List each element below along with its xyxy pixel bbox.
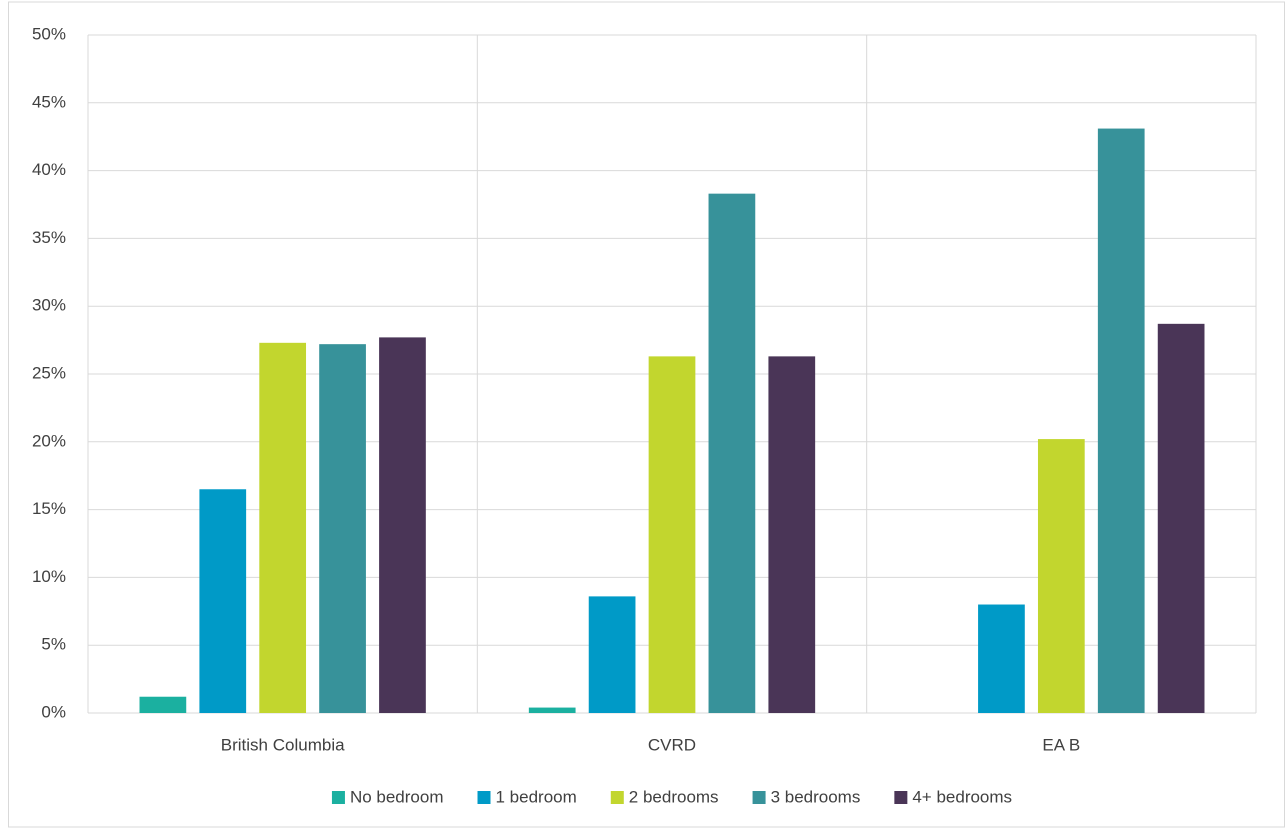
- bar: [648, 356, 696, 713]
- legend-swatch: [894, 791, 908, 804]
- bar: [588, 596, 636, 713]
- y-tick-label: 15%: [32, 499, 66, 518]
- bar: [708, 193, 756, 714]
- x-tick-label: CVRD: [648, 735, 696, 754]
- bar: [319, 344, 366, 713]
- y-tick-label: 20%: [32, 431, 66, 450]
- y-tick-label: 10%: [32, 567, 66, 586]
- y-tick-label: 5%: [41, 635, 66, 654]
- y-tick-label: 50%: [32, 24, 66, 43]
- bar: [1097, 128, 1145, 714]
- bar: [1157, 323, 1205, 713]
- legend-label: 1 bedroom: [496, 787, 577, 806]
- bar: [139, 696, 187, 713]
- bar: [1037, 439, 1085, 713]
- legend-label: 3 bedrooms: [771, 787, 861, 806]
- y-tick-label: 0%: [41, 702, 66, 721]
- y-tick-label: 35%: [32, 228, 66, 247]
- bar: [768, 356, 816, 713]
- legend-swatch: [752, 791, 766, 804]
- bar: [978, 604, 1025, 713]
- y-tick-label: 25%: [32, 363, 66, 382]
- x-tick-label: EA B: [1042, 735, 1080, 754]
- legend-label: 4+ bedrooms: [912, 787, 1012, 806]
- bar: [199, 489, 247, 713]
- legend-swatch: [610, 791, 624, 804]
- y-tick-label: 40%: [32, 160, 66, 179]
- y-tick-label: 30%: [32, 296, 66, 315]
- legend-swatch: [477, 791, 491, 804]
- bar: [259, 342, 307, 713]
- x-tick-label: British Columbia: [221, 735, 345, 754]
- bar: [379, 337, 426, 713]
- bar: [528, 707, 576, 713]
- legend-swatch: [331, 791, 345, 804]
- y-tick-label: 45%: [32, 92, 66, 111]
- legend-label: No bedroom: [350, 787, 444, 806]
- legend-label: 2 bedrooms: [629, 787, 719, 806]
